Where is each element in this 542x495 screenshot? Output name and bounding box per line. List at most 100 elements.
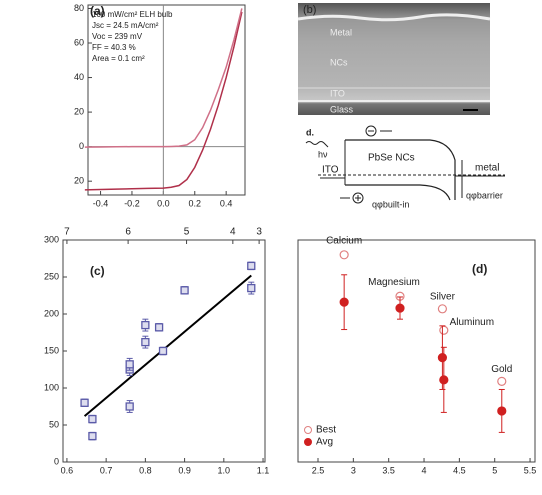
x2-tick-label: 4 <box>230 227 236 238</box>
sem-image <box>298 3 490 115</box>
layer-label: Glass <box>330 104 354 114</box>
panel-label: (b) <box>303 4 316 16</box>
fit-line <box>83 274 252 417</box>
layer-label: ITO <box>330 88 345 98</box>
annotation: Area = 0.1 cm² <box>92 54 145 63</box>
annotation: Voc = 239 mV <box>92 32 143 41</box>
plot-frame <box>87 4 246 196</box>
point <box>497 406 507 416</box>
y-tick-label: 20 <box>74 106 84 116</box>
point <box>247 261 256 271</box>
point <box>80 398 89 407</box>
x-tick-label: 3 <box>351 465 356 475</box>
layer-label: Metal <box>330 27 352 37</box>
point <box>141 337 150 347</box>
y-tick-label: 100 <box>44 382 59 392</box>
electron <box>365 125 377 137</box>
diagram-label: d. <box>306 127 314 137</box>
x-tick-label: 0.0 <box>157 198 170 208</box>
hole <box>352 192 364 204</box>
legend-marker <box>304 438 312 446</box>
annotation: FF = 40.3 % <box>92 43 136 52</box>
curve <box>84 8 243 148</box>
x2-tick-label: 6 <box>125 227 131 238</box>
x-tick-label: 0.9 <box>178 465 191 475</box>
panel-label: (c) <box>90 264 105 278</box>
diagram-text: PbSe NCs <box>368 153 415 164</box>
point <box>141 320 150 330</box>
y-tick-label: 300 <box>44 234 59 244</box>
point <box>88 414 97 424</box>
x-tick-label: 4.5 <box>453 465 466 475</box>
y-tick-label: 50 <box>49 419 59 429</box>
x-tick-label: 0.7 <box>100 465 113 475</box>
diagram-text: metal <box>475 163 499 174</box>
annotation: Jsc = 24.5 mA/cm² <box>92 21 159 30</box>
point-label: Calcium <box>326 235 362 246</box>
annotation: 100 mW/cm² ELH bulb <box>92 10 173 19</box>
hole <box>355 195 361 201</box>
y-tick-label: 80 <box>74 3 84 13</box>
x2-tick-label: 5 <box>184 227 190 238</box>
diagram-text: qφbarrier <box>466 190 503 200</box>
band-edge <box>345 184 451 201</box>
x-tick-label: 0.4 <box>220 198 233 208</box>
layer-label: NCs <box>330 57 348 67</box>
point <box>154 323 164 332</box>
legend-marker <box>304 426 312 434</box>
panel-label: (a) <box>90 4 105 18</box>
point-label: Magnesium <box>368 277 420 288</box>
y-tick-label: 0 <box>54 456 59 466</box>
sem-crust <box>297 13 491 22</box>
y-tick-label: 40 <box>74 72 84 82</box>
point <box>497 376 507 386</box>
y-tick-label: 0 <box>79 141 84 151</box>
y-tick-label: 150 <box>44 345 59 355</box>
diagram-text: qφbuilt-in <box>372 199 409 209</box>
panel-label: (d) <box>472 262 487 276</box>
y-tick-label: 200 <box>44 308 59 318</box>
x-tick-label: 2.5 <box>312 465 325 475</box>
x-tick-label: 0.6 <box>61 465 74 475</box>
point <box>158 346 168 356</box>
diagram-text: ITO <box>322 165 339 176</box>
plot-frame <box>297 239 536 463</box>
light-arrow <box>305 141 329 148</box>
point <box>125 402 134 411</box>
x-tick-label: 5 <box>492 465 497 475</box>
band-edge <box>345 139 456 200</box>
x-tick-label: 3.5 <box>382 465 395 475</box>
point <box>247 283 256 293</box>
y-tick-label: 20 <box>74 176 84 186</box>
y-tick-label: 250 <box>44 271 59 281</box>
point-label: Aluminum <box>450 317 494 328</box>
y-tick-label: 60 <box>74 37 84 47</box>
point <box>180 286 189 295</box>
legend-label: Best <box>316 425 336 436</box>
point <box>439 325 449 335</box>
light-label: hν <box>318 149 328 159</box>
point <box>439 375 449 385</box>
x2-tick-label: 7 <box>64 227 70 238</box>
x-tick-label: -0.4 <box>93 198 109 208</box>
x-tick-label: -0.2 <box>124 198 140 208</box>
point <box>437 353 448 363</box>
x-tick-label: 0.2 <box>189 198 202 208</box>
point <box>395 303 405 313</box>
x-tick-label: 0.8 <box>139 465 152 475</box>
point <box>88 431 97 441</box>
legend-label: Avg <box>316 437 333 448</box>
point <box>437 304 448 314</box>
point <box>125 360 134 369</box>
panel-b: (b) Metal NCs ITO Glass d. hν ITO PbSe N… <box>297 3 505 209</box>
x-tick-label: 4 <box>422 465 427 475</box>
x2-tick-label: 3 <box>256 227 262 238</box>
x-tick-label: 1.0 <box>218 465 231 475</box>
point <box>339 297 349 307</box>
curve <box>84 11 243 191</box>
x-tick-label: 1.1 <box>257 465 270 475</box>
x-tick-label: 5.5 <box>524 465 537 475</box>
point-label: Gold <box>491 364 512 375</box>
point-label: Silver <box>430 291 456 302</box>
